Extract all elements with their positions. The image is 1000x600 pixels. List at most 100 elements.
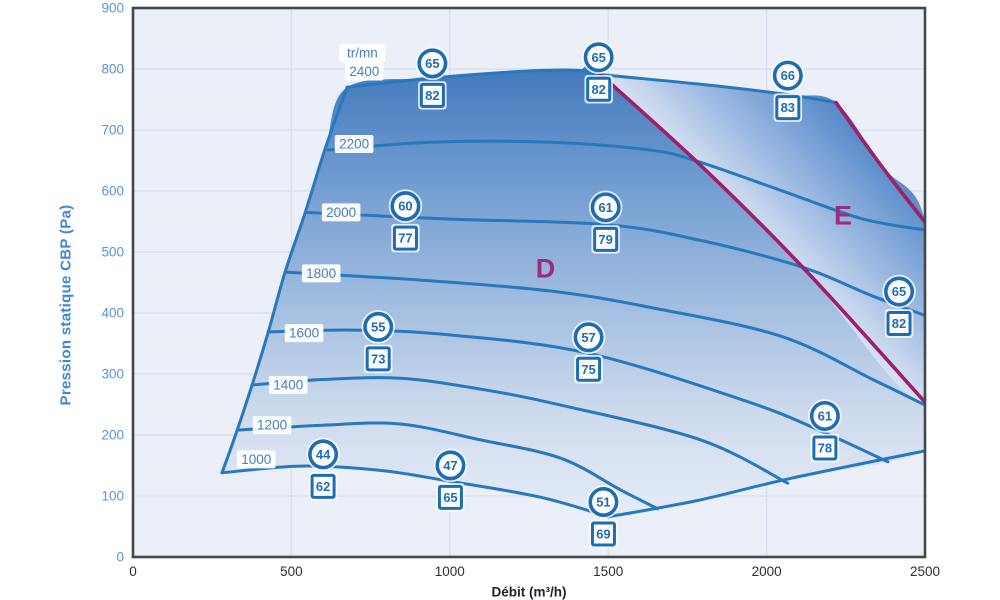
marker-square-halo xyxy=(391,223,420,253)
rpm-curve-2000 xyxy=(303,210,925,317)
noise-marker: 51 69 xyxy=(586,485,621,549)
marker-circle-halo xyxy=(433,448,468,483)
marker-square-halo xyxy=(810,433,840,463)
marker-circle-value: 57 xyxy=(581,330,595,345)
rpm-curve-1400 xyxy=(250,376,790,485)
marker-square xyxy=(437,484,463,510)
marker-circle xyxy=(435,450,466,481)
marker-square xyxy=(812,435,838,461)
marker-square xyxy=(365,346,391,372)
marker-square xyxy=(392,225,418,251)
zone-label-d: D xyxy=(536,253,556,283)
marker-square xyxy=(419,82,445,108)
marker-circle-halo xyxy=(388,189,423,223)
marker-circle xyxy=(308,439,339,470)
rpm-curve-1200 xyxy=(235,421,660,511)
rpm-label-box xyxy=(301,264,341,283)
y-tick-label: 200 xyxy=(101,428,124,443)
marker-circle xyxy=(583,42,614,73)
rpm-curve-2200 xyxy=(326,139,925,232)
y-tick-label: 800 xyxy=(101,62,124,77)
rpm-label-box xyxy=(268,375,308,394)
y-tick-label: 400 xyxy=(101,306,124,321)
rpm-label-text: 1400 xyxy=(273,377,303,392)
noise-marker: 65 82 xyxy=(581,40,616,104)
rpm-label: 1600 xyxy=(284,324,324,343)
boundary-min-flow xyxy=(220,85,349,475)
boundary-max-flow xyxy=(607,449,925,519)
noise-marker: 65 82 xyxy=(415,46,450,110)
noise-marker: 44 62 xyxy=(306,437,340,501)
marker-square-value: 69 xyxy=(596,527,610,542)
marker-square-value: 62 xyxy=(316,479,330,494)
rpm-label-box xyxy=(321,203,361,222)
marker-circle-value: 61 xyxy=(598,200,612,215)
x-tick-label: 2000 xyxy=(752,564,782,579)
rpm-label-box xyxy=(236,450,276,469)
rpm-label-box xyxy=(339,44,386,63)
marker-square xyxy=(590,521,616,547)
y-tick-label: 900 xyxy=(101,1,124,16)
y-tick-label: 0 xyxy=(116,550,124,565)
marker-circle xyxy=(588,486,619,517)
marker-square-halo xyxy=(589,519,618,549)
marker-circle xyxy=(417,48,448,79)
rpm-label: 1200 xyxy=(252,416,292,435)
y-axis-title: Pression statique CBP (Pa) xyxy=(57,204,75,406)
marker-square-halo xyxy=(418,81,447,110)
marker-square-halo xyxy=(591,225,620,254)
marker-square-value: 83 xyxy=(781,100,795,115)
rpm-label: 2200 xyxy=(334,135,374,154)
marker-square xyxy=(775,95,801,121)
noise-marker: 66 83 xyxy=(771,58,805,122)
marker-circle-value: 65 xyxy=(425,56,439,71)
marker-square-value: 79 xyxy=(598,232,612,247)
marker-square-halo xyxy=(308,472,338,501)
rpm-curve-1000 xyxy=(220,464,610,519)
noise-marker: 60 77 xyxy=(388,189,423,253)
x-axis-title: Débit (m³/h) xyxy=(491,584,567,600)
marker-circle-value: 55 xyxy=(371,319,385,334)
marker-square-value: 77 xyxy=(398,231,412,246)
marker-square xyxy=(576,356,602,382)
marker-circle-value: 66 xyxy=(781,68,795,83)
marker-circle-halo xyxy=(586,485,621,519)
zone-d-region xyxy=(222,66,925,517)
rpm-label: 1400 xyxy=(268,375,308,394)
rpm-label-box xyxy=(334,135,374,154)
marker-square-value: 82 xyxy=(892,316,906,331)
y-tick-label: 500 xyxy=(101,245,124,260)
marker-circle-value: 65 xyxy=(892,284,906,299)
rpm-label-text: 2000 xyxy=(326,205,356,220)
rpm-label-box xyxy=(344,62,384,81)
rpm-label: 1800 xyxy=(301,264,341,283)
rpm-label: 2400 xyxy=(344,62,384,81)
zone-boundary-left xyxy=(598,72,925,404)
rpm-label: 2000 xyxy=(321,203,361,222)
noise-marker: 47 65 xyxy=(433,448,468,512)
plot-border xyxy=(131,6,927,559)
marker-circle-halo xyxy=(882,274,916,309)
y-tick-label: 300 xyxy=(101,367,124,382)
rpm-label: 1000 xyxy=(236,450,276,469)
marker-square xyxy=(593,226,619,252)
rpm-label-text: 1600 xyxy=(289,326,319,341)
rpm-curve-1800 xyxy=(283,270,925,407)
marker-square-halo xyxy=(574,355,603,384)
zone-e-region xyxy=(600,74,925,403)
rpm-label-box xyxy=(252,416,292,435)
marker-square xyxy=(886,311,912,337)
y-tick-label: 600 xyxy=(101,184,124,199)
marker-circle-halo xyxy=(361,310,395,344)
noise-marker: 61 79 xyxy=(588,190,623,254)
marker-circle-value: 61 xyxy=(818,409,832,424)
marker-circle-value: 51 xyxy=(596,495,610,510)
marker-circle-value: 44 xyxy=(316,447,331,462)
rpm-label-text: 1000 xyxy=(241,452,271,467)
marker-square-value: 75 xyxy=(581,362,595,377)
marker-circle-value: 47 xyxy=(443,458,457,473)
marker-circle-halo xyxy=(771,58,805,93)
marker-circle xyxy=(590,192,621,223)
marker-square-value: 65 xyxy=(443,490,457,505)
